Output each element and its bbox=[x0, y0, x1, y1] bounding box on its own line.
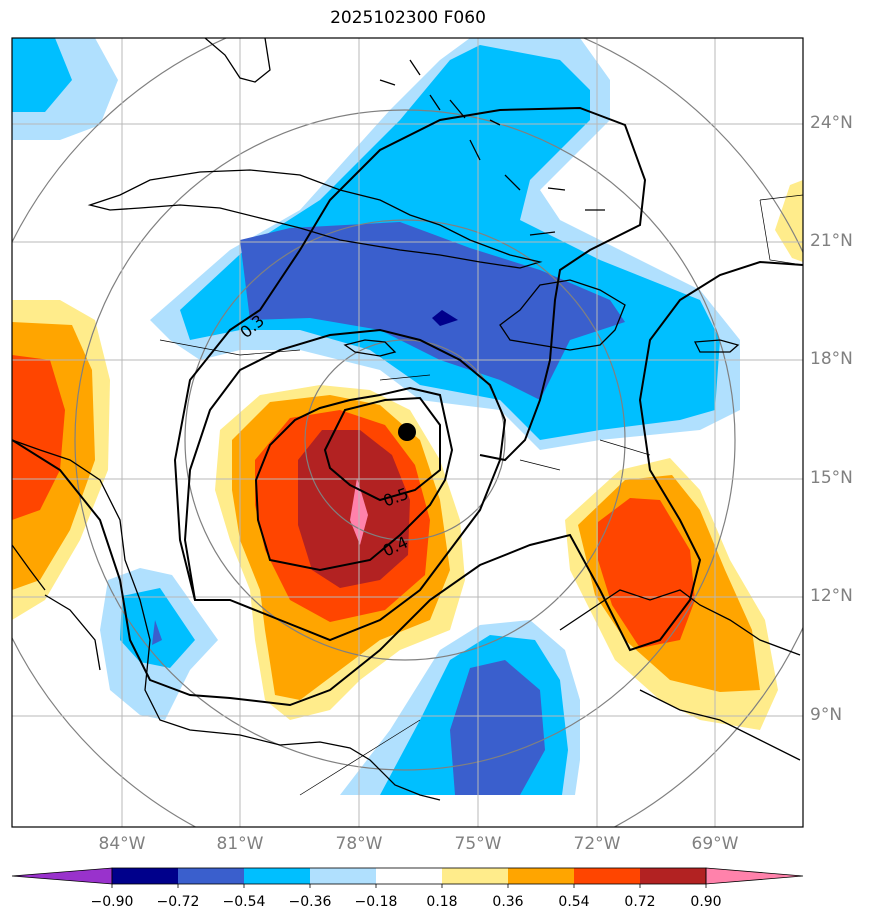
venezuela-coast bbox=[639, 689, 801, 761]
colombia-coast bbox=[559, 589, 801, 656]
range-ring-1 bbox=[304, 339, 506, 541]
gridlines bbox=[12, 38, 803, 827]
contour-lines bbox=[12, 106, 803, 707]
negative-anomaly-region-sw-peak bbox=[152, 620, 162, 645]
jamaica-coast bbox=[343, 339, 397, 357]
thin-boundaries bbox=[159, 194, 803, 796]
bahamas-islands bbox=[379, 59, 605, 236]
colorbar-tick-label: 0.90 bbox=[690, 894, 722, 910]
colorbar-tick-label: −0.18 bbox=[354, 894, 398, 910]
map-title: 2025102300 F060 bbox=[330, 8, 486, 28]
map-frame bbox=[11, 37, 804, 828]
lat-label-15n: 15°N bbox=[810, 468, 853, 488]
negative-anomaly-region-south-core bbox=[450, 660, 545, 795]
contour-0.5-inner bbox=[323, 396, 441, 502]
colorbar-over-arrow bbox=[705, 867, 804, 885]
cuba-coast bbox=[87, 169, 543, 269]
negative-anomaly-region-nw-core bbox=[12, 38, 72, 112]
colorbar-seg-5 bbox=[376, 868, 442, 884]
puerto-rico-coast bbox=[693, 339, 740, 353]
hispaniola-coast bbox=[499, 279, 626, 351]
lon-label-69w: 69°W bbox=[691, 834, 739, 854]
colorbar-tick-label: −0.72 bbox=[156, 894, 200, 910]
lon-label-72w: 72°W bbox=[573, 834, 621, 854]
florida-coast bbox=[204, 38, 271, 83]
colorbar-seg-6 bbox=[442, 868, 508, 884]
lon-label-78w: 78°W bbox=[335, 834, 383, 854]
colorbar-tick-label: 0.18 bbox=[426, 894, 458, 910]
colorbar-seg-3 bbox=[244, 868, 310, 884]
lat-label-9n: 9°N bbox=[810, 705, 843, 725]
lon-label-75w: 75°W bbox=[454, 834, 502, 854]
colorbar-seg-4 bbox=[310, 868, 376, 884]
contour-0.3-north bbox=[173, 106, 647, 601]
lat-label-24n: 24°N bbox=[810, 113, 853, 133]
colorbar-tick-label: 0.54 bbox=[558, 894, 590, 910]
range-rings bbox=[12, 38, 803, 827]
anomaly-shading bbox=[12, 38, 803, 795]
lon-label-84w: 84°W bbox=[98, 834, 146, 854]
colorbar-seg-8 bbox=[574, 868, 640, 884]
coastlines bbox=[12, 38, 803, 801]
range-ring-2 bbox=[184, 219, 626, 661]
lon-label-81w: 81°W bbox=[216, 834, 264, 854]
colorbar-under-arrow bbox=[11, 867, 113, 885]
contour-0.5 bbox=[254, 386, 454, 572]
colorbar-tick-label: −0.54 bbox=[222, 894, 266, 910]
colorbar-frame bbox=[111, 867, 707, 885]
colorbar-seg-2 bbox=[178, 868, 244, 884]
positive-anomaly-region-east-core bbox=[598, 498, 695, 648]
negative-anomaly-region-north-core bbox=[240, 222, 625, 400]
negative-anomaly-region-north-peak bbox=[432, 310, 458, 326]
map-plot-area: 0.3 0.5 0.4 bbox=[12, 38, 803, 827]
central-america-coast bbox=[12, 439, 441, 801]
storm-center-dot bbox=[398, 423, 416, 441]
lat-label-21n: 21°N bbox=[810, 231, 853, 251]
colorbar bbox=[11, 867, 804, 888]
contour-0.4 bbox=[183, 328, 507, 642]
yucatan-coast bbox=[12, 544, 46, 591]
lat-label-18n: 18°N bbox=[810, 349, 853, 369]
colorbar-tick-label: 0.72 bbox=[624, 894, 656, 910]
colorbar-seg-1 bbox=[112, 868, 178, 884]
range-ring-3 bbox=[74, 109, 736, 771]
colorbar-tick-label: −0.36 bbox=[288, 894, 332, 910]
lat-label-12n: 12°N bbox=[810, 586, 853, 606]
colorbar-seg-9 bbox=[640, 868, 706, 884]
colorbar-tick-label: −0.90 bbox=[90, 894, 134, 910]
colorbar-seg-7 bbox=[508, 868, 574, 884]
honduras-coast bbox=[44, 594, 101, 671]
contour-0.3 bbox=[12, 260, 803, 707]
colorbar-tick-label: 0.36 bbox=[492, 894, 524, 910]
